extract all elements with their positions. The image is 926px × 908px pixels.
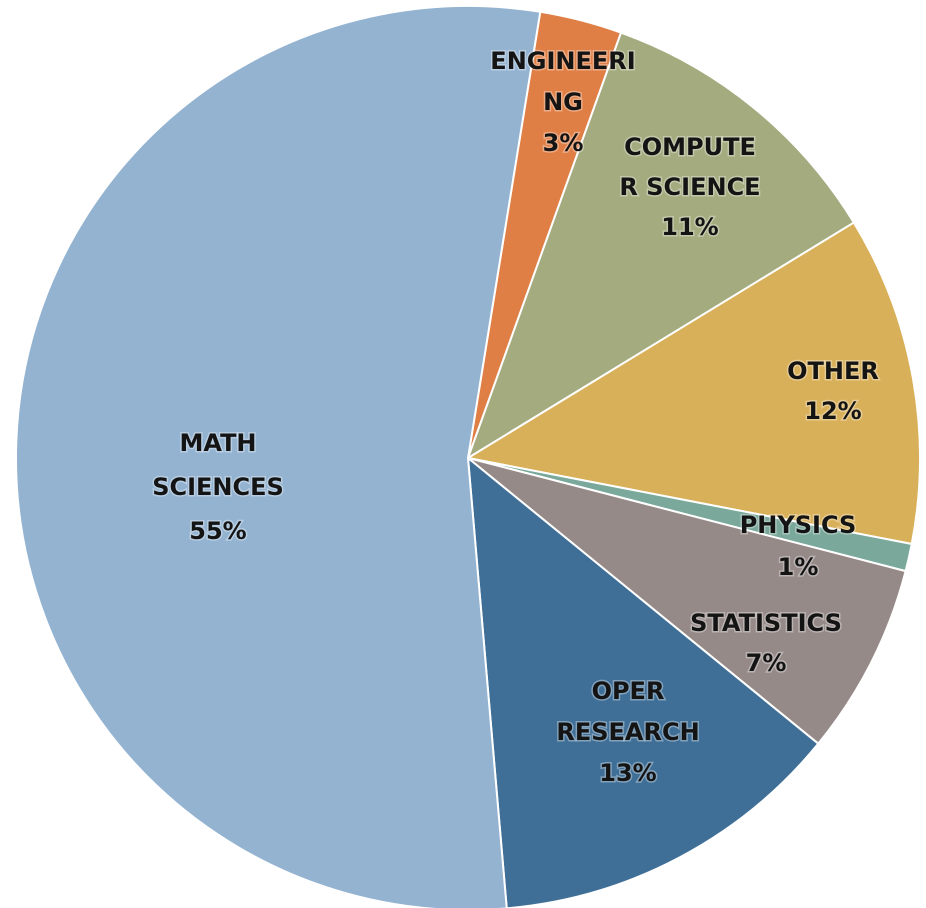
slice-label: MATH: [179, 429, 256, 457]
value-label: 13%: [599, 759, 656, 787]
slice-label: PHYSICS: [740, 511, 857, 539]
slice-label: R SCIENCE: [619, 173, 760, 201]
value-label: 7%: [746, 649, 787, 677]
slice-label: ENGINEERI: [490, 47, 635, 75]
slice-label: OTHER: [787, 357, 879, 385]
slice-label: COMPUTE: [624, 133, 756, 161]
value-label: 55%: [189, 517, 246, 545]
pie-slice: [466, 455, 820, 908]
slice-label: STATISTICS: [690, 609, 842, 637]
pie-slice: [466, 31, 856, 461]
slice-label: NG: [543, 88, 583, 116]
value-label: 11%: [661, 213, 718, 241]
slice-label: OPER: [592, 677, 665, 705]
pie-slice: [467, 457, 907, 746]
value-label: 12%: [804, 397, 861, 425]
slice-label: SCIENCES: [152, 473, 284, 501]
value-label: 1%: [778, 553, 819, 581]
slice-label: RESEARCH: [556, 718, 699, 746]
pie-slice: [15, 5, 542, 908]
value-label: 3%: [543, 129, 584, 157]
pie-slice: [465, 221, 921, 546]
